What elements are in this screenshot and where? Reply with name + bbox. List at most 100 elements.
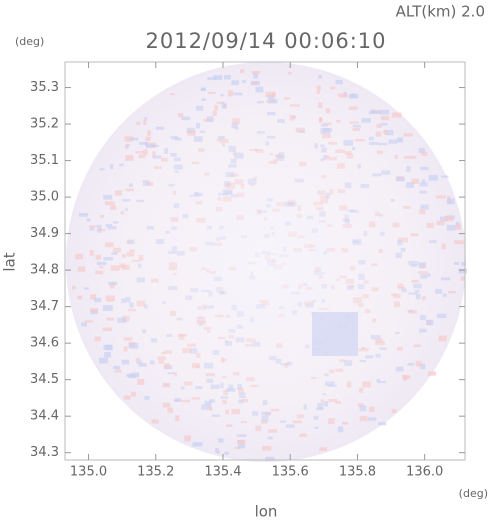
echo-speck xyxy=(323,251,327,255)
echo-speck xyxy=(135,357,141,362)
echo-speck xyxy=(169,310,176,316)
echo-speck xyxy=(264,233,270,239)
radar-field xyxy=(66,62,468,462)
echo-speck xyxy=(203,362,214,369)
echo-speck xyxy=(265,203,271,208)
echo-speck xyxy=(403,205,411,209)
echo-speck xyxy=(461,261,466,266)
echo-speck xyxy=(199,130,206,133)
echo-speck xyxy=(287,361,293,366)
echo-speck xyxy=(402,375,411,380)
echo-speck xyxy=(339,205,348,211)
echo-speck xyxy=(124,208,128,211)
echo-speck xyxy=(212,110,217,116)
echo-speck xyxy=(348,106,358,110)
echo-speck xyxy=(220,357,224,363)
echo-speck xyxy=(96,261,107,266)
echo-speck xyxy=(271,92,276,97)
echo-speck xyxy=(195,105,204,111)
echo-speck xyxy=(397,239,403,246)
echo-speck xyxy=(214,314,224,318)
echo-speck xyxy=(90,294,97,300)
echo-speck xyxy=(264,217,268,221)
echo-speck xyxy=(173,372,177,377)
echo-speck xyxy=(215,237,221,242)
echo-speck xyxy=(219,225,224,230)
echo-speck xyxy=(276,156,285,161)
x-axis-label: lon xyxy=(255,503,278,521)
echo-speck xyxy=(372,318,376,323)
echo-speck xyxy=(415,294,421,300)
echo-speck xyxy=(274,154,281,157)
echo-speck xyxy=(323,155,328,160)
echo-speck xyxy=(325,108,331,114)
echo-speck xyxy=(86,218,91,222)
echo-speck xyxy=(439,216,448,222)
echo-speck xyxy=(201,87,207,91)
echo-speck xyxy=(436,220,445,226)
echo-speck xyxy=(316,90,320,94)
echo-speck xyxy=(420,363,426,370)
echo-speck xyxy=(336,119,341,123)
echo-speck xyxy=(123,395,131,400)
echo-speck xyxy=(173,164,183,170)
x-tick-label: 135.4 xyxy=(204,465,241,480)
echo-speck xyxy=(218,291,225,295)
echo-speck xyxy=(268,98,278,104)
echo-speck xyxy=(379,347,387,350)
echo-speck xyxy=(414,289,420,293)
echo-speck xyxy=(207,91,216,95)
echo-speck xyxy=(352,146,356,151)
echo-speck xyxy=(221,376,227,379)
echo-speck xyxy=(112,221,119,224)
echo-speck xyxy=(231,408,240,415)
echo-speck xyxy=(249,148,259,151)
echo-speck xyxy=(206,378,214,383)
echo-speck xyxy=(401,288,407,293)
echo-speck xyxy=(350,209,359,213)
echo-speck xyxy=(297,302,303,307)
echo-speck xyxy=(223,389,229,396)
echo-speck xyxy=(280,420,287,423)
echo-speck xyxy=(292,310,298,315)
echo-speck xyxy=(358,259,366,265)
echo-speck xyxy=(421,151,428,156)
echo-speck xyxy=(221,102,227,109)
echo-speck xyxy=(136,360,143,364)
echo-speck xyxy=(324,373,329,377)
echo-speck xyxy=(342,219,350,222)
echo-speck xyxy=(89,225,98,228)
echo-speck xyxy=(394,154,398,160)
x-tick-label: 136.0 xyxy=(406,465,443,480)
echo-speck xyxy=(272,258,277,263)
echo-speck xyxy=(318,117,323,122)
echo-speck xyxy=(420,166,429,171)
echo-speck xyxy=(287,231,297,237)
echo-speck xyxy=(335,149,346,153)
echo-speck xyxy=(446,224,456,231)
echo-speck xyxy=(193,136,203,142)
echo-speck xyxy=(397,283,404,288)
echo-speck xyxy=(205,372,216,377)
echo-speck xyxy=(195,122,201,129)
echo-speck xyxy=(379,214,384,217)
echo-speck xyxy=(313,201,323,206)
echo-speck xyxy=(284,201,295,207)
echo-speck xyxy=(231,304,237,311)
echo-speck xyxy=(458,268,468,274)
echo-speck xyxy=(316,407,324,411)
echo-speck xyxy=(162,301,166,304)
echo-speck xyxy=(217,135,225,140)
echo-speck xyxy=(346,285,354,291)
echo-speck xyxy=(174,157,181,162)
echo-speck xyxy=(113,247,121,253)
echo-speck xyxy=(180,399,191,403)
echo-speck xyxy=(234,152,244,159)
echo-speck xyxy=(232,118,240,124)
echo-speck xyxy=(147,181,154,187)
echo-speck xyxy=(150,360,155,365)
echo-speck xyxy=(105,295,116,301)
echo-speck xyxy=(318,275,323,279)
echo-speck xyxy=(225,314,231,318)
echo-speck xyxy=(446,198,455,205)
